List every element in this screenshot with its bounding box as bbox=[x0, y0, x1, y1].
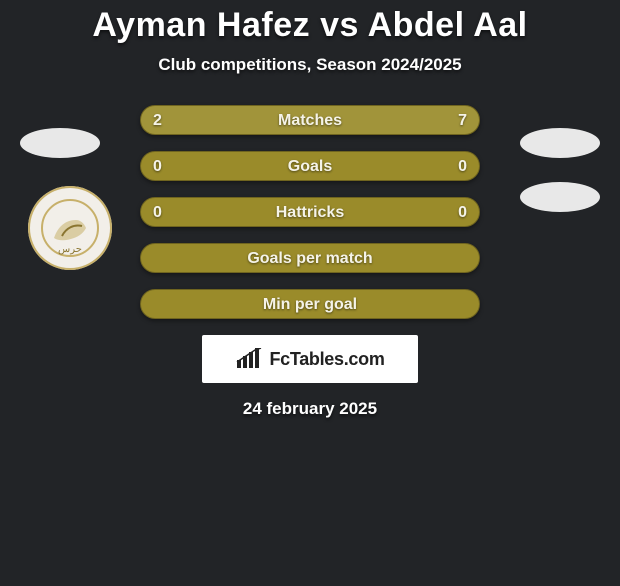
stat-label: Min per goal bbox=[141, 290, 479, 318]
stat-label: Matches bbox=[141, 106, 479, 134]
stat-left-value: 0 bbox=[141, 198, 174, 226]
club-crest-icon: حرس bbox=[40, 198, 100, 258]
stat-right-value: 7 bbox=[446, 106, 479, 134]
stat-right-value: 0 bbox=[446, 152, 479, 180]
fctables-label: FcTables.com bbox=[269, 349, 384, 370]
stat-row: Goals0 0 bbox=[140, 151, 480, 181]
player-left-face-placeholder bbox=[20, 128, 100, 158]
stat-row: Hattricks0 0 bbox=[140, 197, 480, 227]
stat-left-value: 0 bbox=[141, 152, 174, 180]
player-right-club-placeholder bbox=[520, 182, 600, 212]
bar-chart-icon bbox=[235, 348, 263, 370]
player-left-club-logo: حرس bbox=[28, 186, 112, 270]
stat-left-value: 2 bbox=[141, 106, 174, 134]
stat-row: Min per goal bbox=[140, 289, 480, 319]
player-right-face-placeholder bbox=[520, 128, 600, 158]
subtitle: Club competitions, Season 2024/2025 bbox=[0, 55, 620, 75]
fctables-badge[interactable]: FcTables.com bbox=[202, 335, 418, 383]
stat-row: Goals per match bbox=[140, 243, 480, 273]
stat-label: Hattricks bbox=[141, 198, 479, 226]
stat-label: Goals bbox=[141, 152, 479, 180]
stat-right-value: 0 bbox=[446, 198, 479, 226]
stat-row: Matches2 7 bbox=[140, 105, 480, 135]
date-label: 24 february 2025 bbox=[0, 399, 620, 419]
stat-label: Goals per match bbox=[141, 244, 479, 272]
stats-container: Matches27Goals00Hattricks00Goals per mat… bbox=[140, 105, 480, 319]
page-title: Ayman Hafez vs Abdel Aal bbox=[0, 6, 620, 45]
svg-text:حرس: حرس bbox=[58, 244, 82, 255]
